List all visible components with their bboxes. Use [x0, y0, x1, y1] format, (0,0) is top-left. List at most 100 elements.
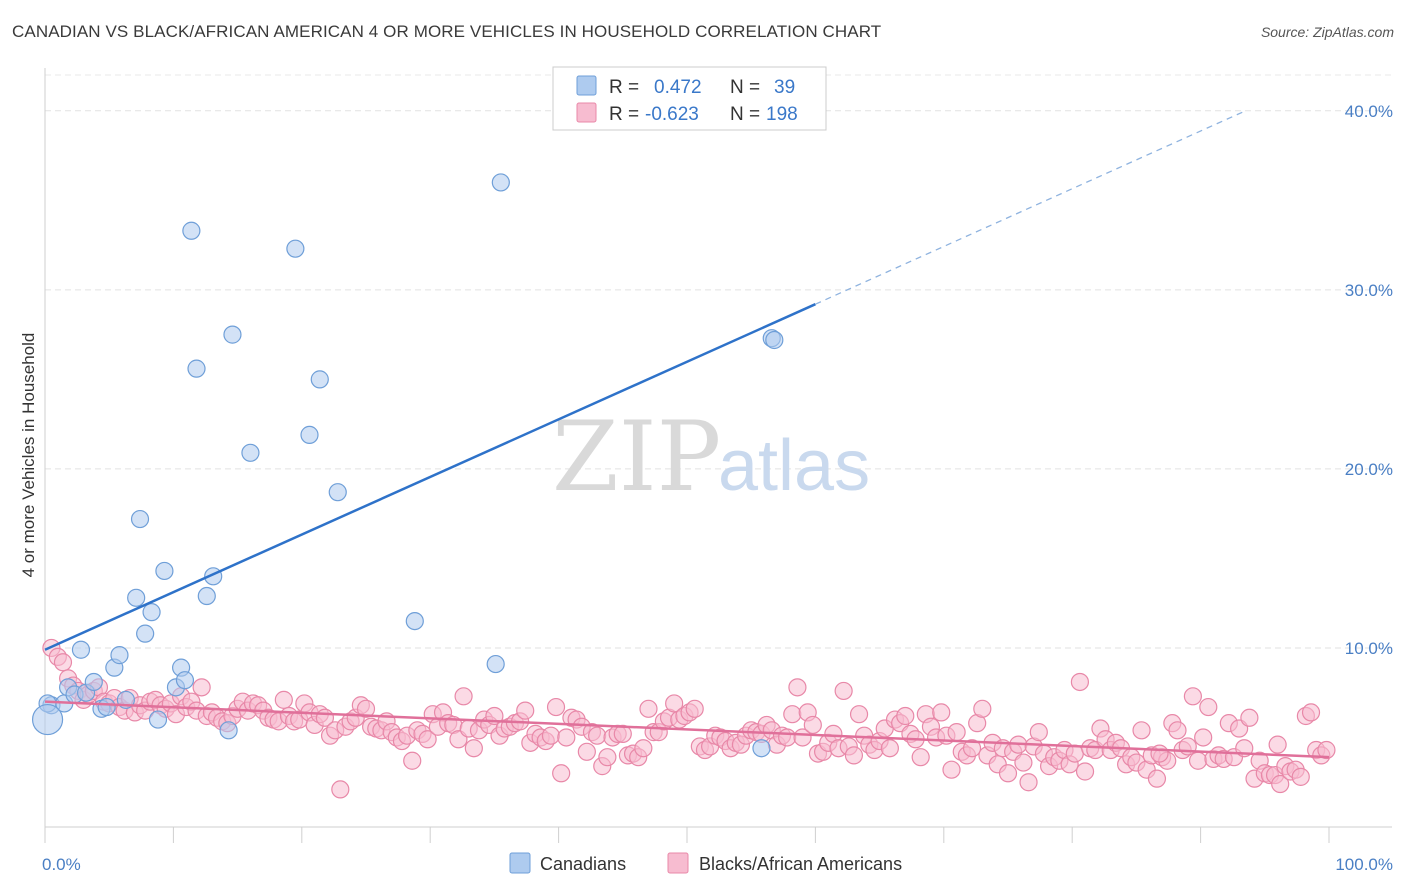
- legend: R = 0.472 N = 39 R = -0.623 N = 198: [552, 66, 827, 131]
- point-canadians-15: [142, 603, 161, 622]
- point-blacks-125: [685, 699, 704, 718]
- watermark-zip: ZIP: [552, 401, 721, 513]
- point-canadians-20: [175, 671, 195, 690]
- point-canadians-31: [328, 483, 347, 502]
- point-canadians-21: [182, 221, 201, 240]
- point-blacks-243: [1291, 767, 1310, 786]
- chart-title: CANADIAN VS BLACK/AFRICAN AMERICAN 4 OR …: [12, 22, 882, 41]
- y-tick-label-3: 40.0%: [1345, 102, 1393, 121]
- point-blacks-176: [947, 723, 966, 742]
- point-blacks-166: [896, 706, 915, 726]
- y-tick-labels: 10.0% 20.0% 30.0% 40.0%: [1345, 102, 1393, 658]
- point-canadians-25: [219, 721, 238, 740]
- point-canadians-26: [223, 325, 242, 344]
- point-canadians-23: [197, 586, 216, 606]
- point-canadians-33: [486, 654, 505, 674]
- point-blacks-2: [53, 653, 73, 672]
- point-blacks-82: [464, 739, 483, 758]
- trend-line-canadians: [44, 303, 816, 651]
- point-blacks-70: [403, 751, 422, 770]
- point-blacks-190: [1019, 773, 1038, 792]
- point-blacks-219: [1168, 721, 1187, 740]
- y-tick-label-1: 20.0%: [1345, 460, 1393, 479]
- bottom-legend-label-blacks: Blacks/African Americans: [699, 854, 902, 874]
- trend-line-canadians-extension: [815, 110, 1246, 305]
- point-canadians-16: [148, 710, 168, 729]
- point-canadians-28: [286, 239, 305, 258]
- point-blacks-156: [844, 746, 864, 765]
- point-blacks-108: [598, 748, 617, 767]
- point-blacks-245: [1301, 703, 1321, 722]
- x-tick-label-0: 0.0%: [42, 855, 81, 874]
- y-tick-label-0: 10.0%: [1345, 639, 1393, 658]
- point-blacks-45: [274, 690, 293, 709]
- point-blacks-104: [577, 742, 596, 761]
- point-canadians-22: [187, 359, 206, 378]
- point-blacks-181: [973, 699, 992, 718]
- x-tick-label-1: 100.0%: [1335, 855, 1393, 874]
- point-blacks-92: [516, 701, 535, 720]
- point-blacks-169: [911, 748, 930, 767]
- point-canadians-12: [127, 588, 146, 607]
- point-blacks-215: [1147, 769, 1167, 788]
- point-blacks-143: [778, 728, 797, 747]
- point-blacks-148: [803, 715, 822, 735]
- point-blacks-145: [788, 678, 807, 697]
- point-canadians-27: [241, 443, 260, 462]
- legend-r-value-blacks: -0.623: [645, 104, 699, 125]
- point-blacks-223: [1188, 751, 1208, 770]
- point-canadians-37: [752, 739, 771, 758]
- point-blacks-29: [192, 678, 211, 697]
- point-blacks-225: [1199, 697, 1218, 717]
- gridlines: [45, 74, 1392, 649]
- point-blacks-248: [1317, 740, 1336, 760]
- point-blacks-222: [1183, 687, 1202, 706]
- bottom-legend-swatch-canadians: [509, 852, 531, 874]
- point-blacks-121: [665, 694, 684, 713]
- point-blacks-249: [1268, 735, 1287, 754]
- point-blacks-97: [541, 726, 560, 745]
- point-blacks-192: [1029, 723, 1048, 742]
- watermark: ZIP atlas: [552, 401, 870, 513]
- point-blacks-179: [962, 739, 982, 758]
- legend-box: [552, 66, 827, 131]
- point-blacks-189: [1014, 753, 1033, 772]
- point-blacks-99: [552, 764, 571, 783]
- point-blacks-100: [557, 728, 576, 747]
- bottom-legend: Canadians Blacks/African Americans: [509, 852, 902, 874]
- point-canadians-6: [84, 672, 103, 692]
- point-blacks-73: [418, 730, 437, 749]
- point-canadians-34: [491, 173, 510, 192]
- point-canadians-36: [765, 330, 784, 350]
- legend-swatch-canadians: [576, 75, 597, 96]
- point-blacks-144: [783, 705, 802, 724]
- point-canadians-29: [300, 425, 319, 444]
- legend-r-label-blacks: R =: [609, 104, 639, 125]
- point-blacks-201: [1075, 762, 1095, 781]
- point-blacks-250: [1150, 744, 1169, 763]
- legend-r-label-canadians: R =: [609, 77, 639, 98]
- point-blacks-61: [356, 699, 376, 718]
- point-canadians-10: [110, 646, 129, 665]
- bottom-legend-label-canadians: Canadians: [540, 854, 626, 874]
- legend-r-value-canadians: 0.472: [654, 77, 702, 98]
- legend-n-label-canadians: N =: [730, 77, 760, 98]
- point-blacks-106: [588, 726, 607, 745]
- point-blacks-173: [932, 703, 951, 722]
- point-blacks-116: [639, 699, 658, 718]
- point-blacks-56: [331, 780, 350, 799]
- point-blacks-239: [1271, 774, 1290, 794]
- y-axis-label: 4 or more Vehicles in Household: [19, 333, 38, 578]
- point-canadians-4: [71, 640, 91, 659]
- legend-n-value-canadians: 39: [774, 77, 795, 98]
- point-canadians-32: [405, 611, 424, 631]
- legend-swatch-blacks: [576, 102, 597, 123]
- point-blacks-163: [880, 739, 899, 758]
- bottom-legend-swatch-blacks: [667, 852, 689, 874]
- watermark-atlas: atlas: [718, 426, 870, 506]
- source-credit: Source: ZipAtlas.com: [1260, 24, 1394, 40]
- trend-lines: [44, 110, 1330, 759]
- point-blacks-154: [834, 681, 853, 701]
- point-blacks-175: [942, 760, 961, 779]
